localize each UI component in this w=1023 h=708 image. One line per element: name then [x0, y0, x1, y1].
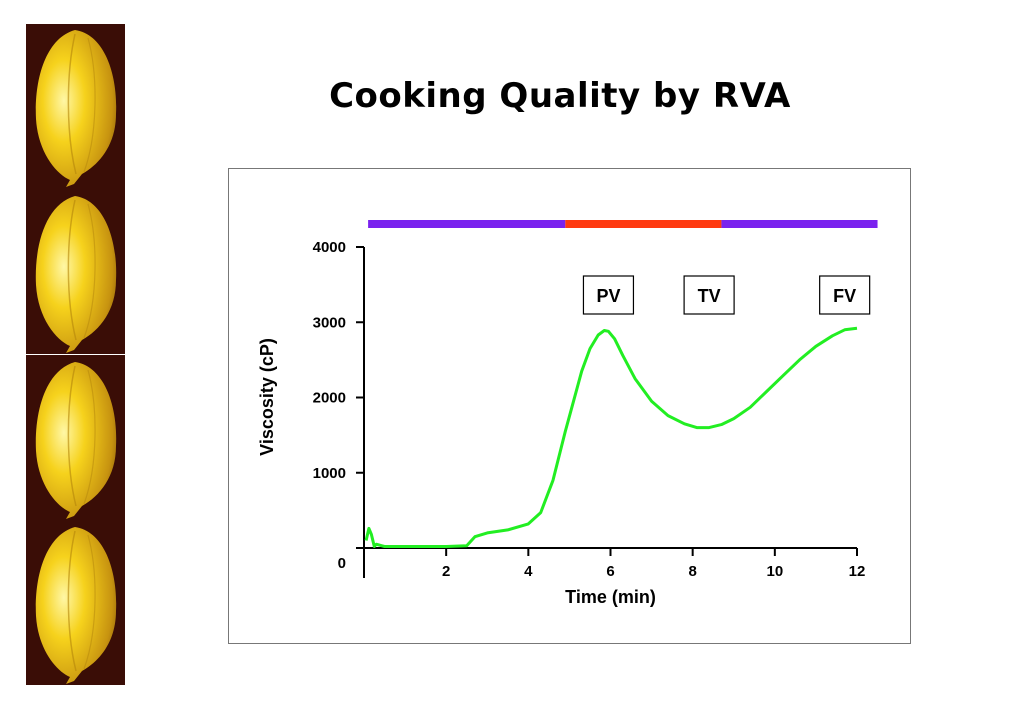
grain-divider: [26, 354, 125, 355]
viscosity-markers: PV TV FV: [582, 275, 871, 315]
rice-grain-image: [26, 24, 125, 188]
rva-viscosity-chart: 0 1000 2000 3000 4000 2 4 6 8 10 12 PV TV FV Time (m…: [257, 220, 878, 607]
marker-pv: PV: [582, 275, 635, 315]
marker-box: [819, 275, 871, 315]
y-tick-label: 4000: [313, 239, 346, 256]
marker-label: PV: [596, 286, 620, 306]
x-tick-label: 2: [442, 563, 450, 580]
x-tick-label: 12: [849, 563, 866, 580]
rice-grain-image: [26, 356, 125, 520]
marker-tv: TV: [683, 275, 735, 315]
x-tick-label: 6: [606, 563, 614, 580]
x-axis-title: Time (min): [565, 587, 656, 607]
temperature-profile-bar: [368, 220, 878, 228]
rva-chart-frame: 0 1000 2000 3000 4000 2 4 6 8 10 12 PV TV FV Time (m…: [228, 168, 911, 644]
y-tick-label: 1000: [313, 465, 346, 482]
marker-box: [683, 275, 735, 315]
y-tick-label: 0: [338, 555, 346, 572]
marker-label: TV: [698, 286, 721, 306]
y-tick-label: 3000: [313, 314, 346, 331]
x-tick-label: 8: [688, 563, 696, 580]
marker-box: [582, 275, 635, 315]
temperature-bar-segment: [721, 220, 878, 228]
viscosity-series-line: [364, 326, 858, 548]
marker-label: FV: [833, 286, 856, 306]
x-tick-label: 10: [766, 563, 783, 580]
rice-grain-strip: [26, 24, 125, 685]
marker-fv: FV: [819, 275, 871, 315]
chart-ticks: 0 1000 2000 3000 4000 2 4 6 8 10 12: [313, 239, 866, 580]
slide-title: Cooking Quality by RVA: [329, 76, 791, 116]
rice-grain-image: [26, 521, 125, 685]
temperature-bar-segment: [368, 220, 566, 228]
y-axis-title: Viscosity (cP): [257, 338, 277, 456]
y-tick-label: 2000: [313, 390, 346, 407]
rice-grain-image: [26, 190, 125, 354]
viscosity-curve-layer: [364, 326, 858, 548]
x-tick-label: 4: [524, 563, 533, 580]
temperature-bar-segment: [565, 220, 722, 228]
